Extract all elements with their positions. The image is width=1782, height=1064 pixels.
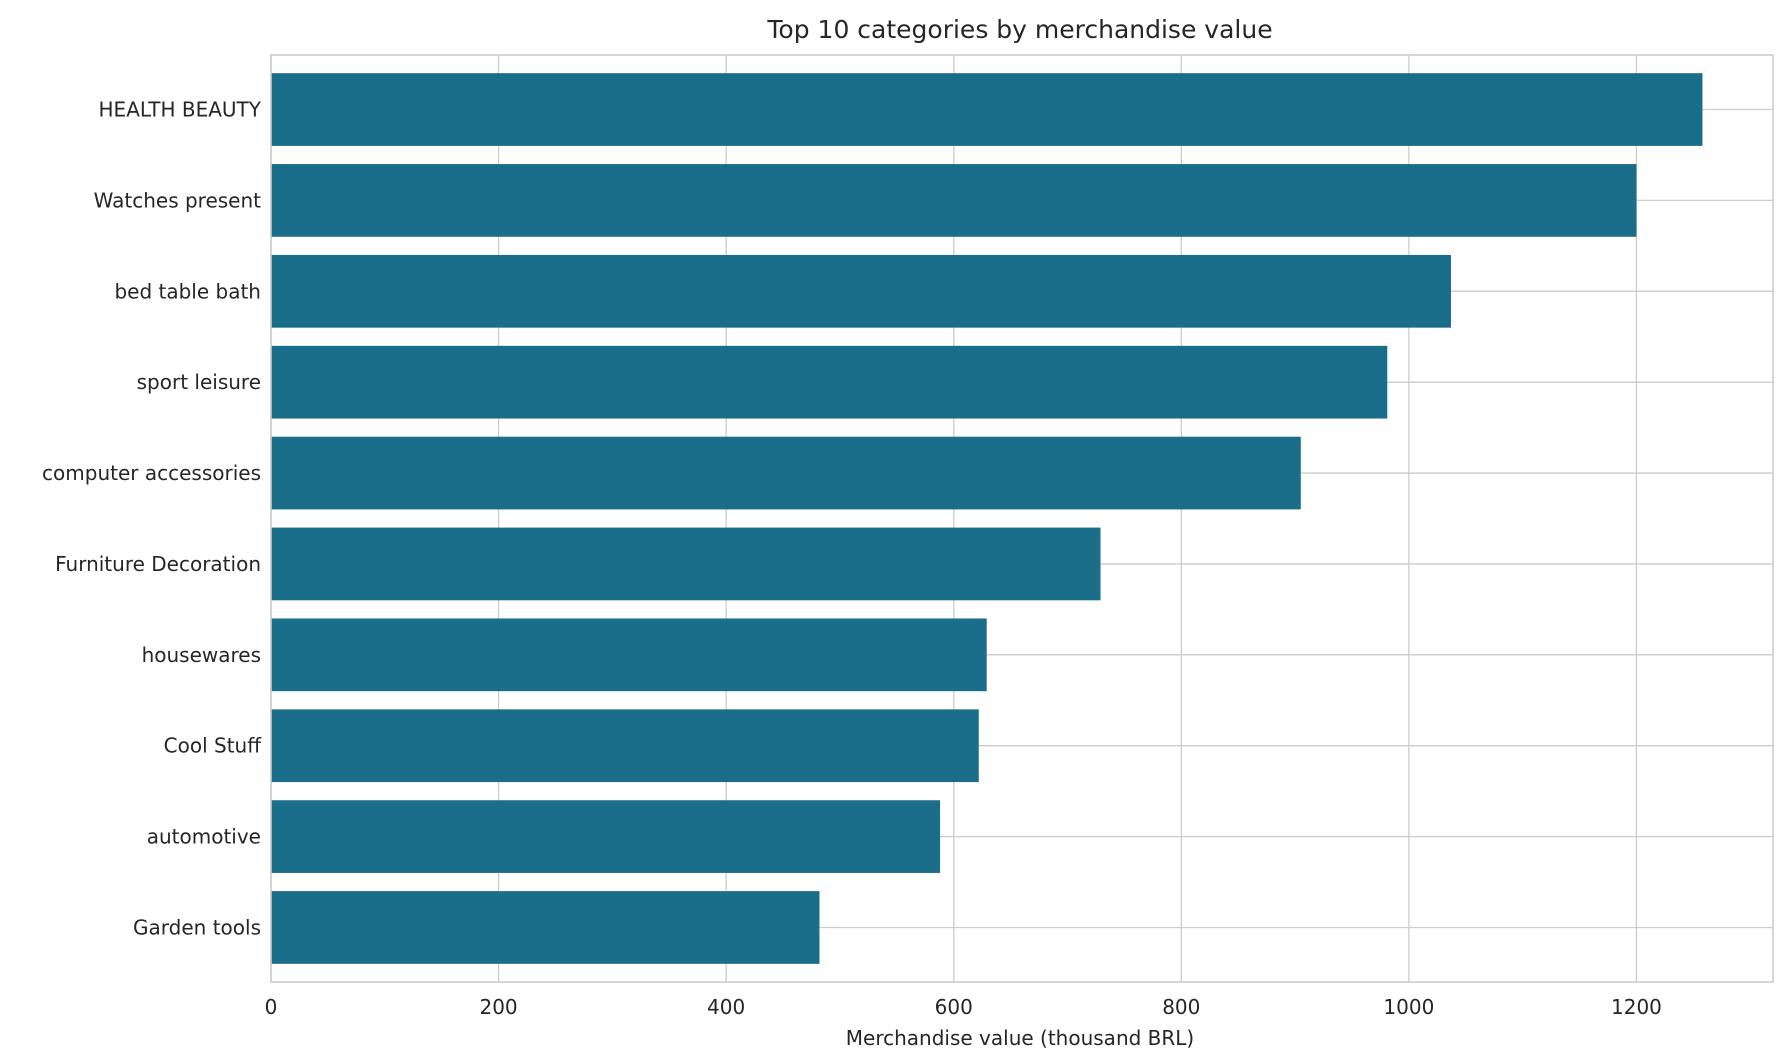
x-axis-label: Merchandise value (thousand BRL) — [846, 1026, 1194, 1050]
y-tick-label: Garden tools — [133, 915, 261, 939]
y-tick-label: bed table bath — [114, 279, 261, 303]
x-axis-ticks: 0 200 400 600 800 1000 1200 — [265, 995, 1662, 1019]
y-tick-label: HEALTH BEAUTY — [99, 98, 262, 122]
bar — [271, 164, 1637, 237]
bar — [271, 436, 1301, 510]
x-tick-label: 400 — [707, 995, 745, 1019]
bar — [271, 254, 1451, 328]
y-axis-ticks: HEALTH BEAUTY Watches present bed table ba… — [42, 98, 262, 940]
y-tick-label: computer accessories — [42, 461, 261, 485]
x-tick-label: 600 — [935, 995, 973, 1019]
y-tick-label: housewares — [142, 643, 261, 667]
bar — [271, 800, 941, 873]
bar — [271, 709, 979, 783]
plot-frame — [270, 54, 1774, 983]
x-tick-label: 1200 — [1611, 995, 1662, 1019]
bars — [271, 73, 1703, 964]
y-tick-label: automotive — [147, 825, 261, 849]
chart-title: Top 10 categories by merchandise value — [766, 15, 1272, 44]
y-tick-label: Cool Stuff — [164, 734, 263, 758]
y-tick-label: Furniture Decoration — [55, 552, 261, 576]
bar — [271, 891, 820, 964]
x-tick-label: 0 — [265, 995, 278, 1019]
x-tick-label: 1000 — [1383, 995, 1434, 1019]
bar — [271, 73, 1703, 146]
y-tick-label: sport leisure — [137, 370, 261, 394]
bar — [271, 527, 1101, 601]
y-tick-label: Watches present — [94, 188, 262, 212]
x-tick-label: 200 — [479, 995, 517, 1019]
bar — [271, 618, 987, 692]
x-tick-label: 800 — [1162, 995, 1200, 1019]
bar — [271, 345, 1388, 419]
